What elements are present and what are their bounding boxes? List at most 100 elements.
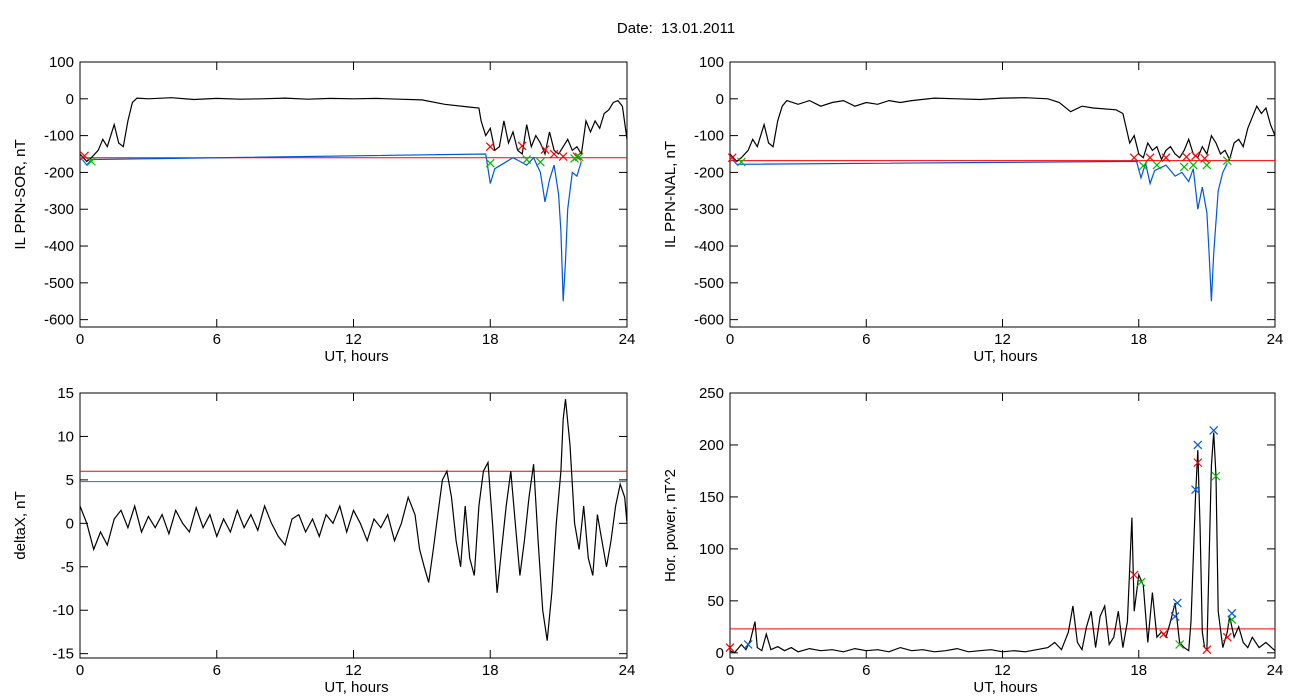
- il-sor-x-tick-label: 6: [213, 331, 221, 348]
- il-sor-marker-red: [558, 152, 568, 162]
- il-nal-x-axis-label: UT, hours: [973, 348, 1037, 365]
- deltax-y-tick-label: -15: [52, 646, 74, 663]
- hor-power-y-tick-label: 250: [699, 385, 724, 402]
- il-sor-marker-green: [86, 156, 96, 166]
- il-nal-series-blue: [731, 159, 1228, 302]
- deltax-x-axis-label: UT, hours: [324, 679, 388, 696]
- hor-power-y-tick-label: 200: [699, 437, 724, 454]
- hor-power-marker-red: [725, 643, 735, 653]
- hor-power-marker-blue: [1209, 425, 1219, 435]
- deltax-y-tick-label: 0: [66, 515, 74, 532]
- il-nal-marker-green: [1138, 161, 1148, 171]
- hor-power-y-tick-label: 0: [716, 645, 724, 662]
- il-nal-marker-red: [1191, 151, 1200, 161]
- hor-power-marker-blue: [743, 640, 753, 649]
- il-nal-x-tick-label: 0: [726, 331, 734, 348]
- il-nal-marker-green: [1152, 160, 1162, 170]
- il-sor-marker-red: [540, 145, 550, 155]
- il-nal-y-axis-label: IL PPN-NAL, nT: [662, 141, 679, 248]
- deltax-x-tick-label: 12: [345, 662, 362, 679]
- deltax-x-tick-label: 6: [213, 662, 221, 679]
- il-sor-y-tick-label: -200: [44, 164, 74, 181]
- il-nal-y-tick-label: -600: [694, 312, 724, 329]
- il-nal-y-tick-label: 0: [716, 91, 724, 108]
- il-nal-y-tick-label: 100: [699, 54, 724, 71]
- hor-power-y-tick-label: 150: [699, 489, 724, 506]
- il-sor-marker-green: [535, 157, 545, 167]
- deltax-y-tick-label: -10: [52, 602, 74, 619]
- il-nal-y-tick-label: -400: [694, 238, 724, 255]
- il-nal-marker-green: [736, 157, 746, 167]
- il-sor-marker-red: [80, 151, 89, 161]
- il-nal-marker-red: [1129, 153, 1139, 163]
- deltax-x-tick-label: 24: [619, 662, 636, 679]
- hor-power-series-black: [729, 432, 1276, 654]
- il-sor-marker-red: [517, 141, 527, 151]
- hor-power-marker-blue: [1193, 440, 1203, 450]
- il-nal-series-black: [729, 97, 1276, 163]
- il-nal-x-tick-label: 24: [1267, 331, 1284, 348]
- il-sor-marker-green: [485, 158, 495, 168]
- hor-power-marker-green: [1175, 640, 1185, 649]
- hor-power-marker-red: [1193, 458, 1203, 468]
- il-nal-marker-red: [727, 153, 737, 163]
- il-sor-y-tick-label: -500: [44, 275, 74, 292]
- hor-power-x-tick-label: 12: [994, 662, 1011, 679]
- il-sor-y-tick-label: -300: [44, 201, 74, 218]
- il-nal-marker-green: [1222, 156, 1232, 166]
- il-sor-y-tick-label: -100: [44, 128, 74, 145]
- il-sor-marker-red: [549, 149, 559, 159]
- deltax-y-tick-label: -5: [61, 559, 74, 576]
- page-title: Date: 13.01.2011: [616, 20, 736, 37]
- il-sor-x-tick-label: 12: [345, 331, 362, 348]
- il-sor-y-tick-label: -400: [44, 238, 74, 255]
- hor-power-marker-green: [1136, 577, 1146, 587]
- il-sor-marker-green: [574, 152, 584, 162]
- hor-power-y-tick-label: 50: [707, 593, 724, 610]
- il-nal-marker-green: [1188, 160, 1198, 170]
- hor-power-marker-green: [1211, 471, 1221, 481]
- il-nal-x-tick-label: 18: [1130, 331, 1147, 348]
- deltax-y-tick-label: 10: [57, 428, 74, 445]
- hor-power-x-tick-label: 0: [726, 662, 734, 679]
- hor-power-marker-blue: [1191, 485, 1200, 495]
- deltax-plot-frame: [79, 392, 628, 659]
- il-sor-marker-red: [485, 142, 495, 152]
- hor-power-marker-red: [1222, 632, 1232, 642]
- il-sor-x-axis-label: UT, hours: [324, 348, 388, 365]
- deltax-y-tick-label: 15: [57, 385, 74, 402]
- il-sor-marker-green: [522, 155, 532, 164]
- il-sor-y-axis-label: IL PPN-SOR, nT: [12, 139, 29, 249]
- il-nal-marker-red: [1161, 153, 1171, 163]
- il-sor-y-tick-label: 100: [49, 54, 74, 71]
- hor-power-marker-blue: [1227, 608, 1237, 618]
- hor-power-marker-red: [1159, 629, 1169, 639]
- il-sor-series-blue: [81, 153, 582, 302]
- hor-power-x-tick-label: 18: [1130, 662, 1147, 679]
- hor-power-plot-frame: [729, 392, 1276, 659]
- il-sor-x-tick-label: 0: [76, 331, 84, 348]
- hor-power-marker-blue: [1170, 612, 1180, 621]
- il-sor-plot-frame: [79, 61, 628, 328]
- il-nal-marker-green: [1202, 160, 1212, 170]
- deltax-series-black: [79, 399, 628, 641]
- hor-power-marker-red: [1129, 570, 1139, 580]
- hor-power-y-axis-label: Hor. power, nT^2: [662, 469, 679, 582]
- il-nal-y-tick-label: -100: [694, 128, 724, 145]
- il-sor-x-tick-label: 24: [619, 331, 636, 348]
- hor-power-marker-green: [1227, 615, 1237, 624]
- il-nal-y-tick-label: -300: [694, 201, 724, 218]
- deltax-x-tick-label: 18: [482, 662, 499, 679]
- il-sor-x-tick-label: 18: [482, 331, 499, 348]
- il-sor-y-tick-label: -600: [44, 312, 74, 329]
- il-nal-x-tick-label: 6: [862, 331, 870, 348]
- il-nal-marker-red: [1200, 154, 1210, 163]
- il-nal-marker-red: [1182, 152, 1191, 162]
- il-nal-y-tick-label: -200: [694, 164, 724, 181]
- il-nal-x-tick-label: 12: [994, 331, 1011, 348]
- hor-power-marker-blue: [1172, 598, 1182, 608]
- il-sor-y-tick-label: 0: [66, 91, 74, 108]
- il-nal-marker-green: [1179, 162, 1189, 172]
- hor-power-marker-red: [1202, 645, 1212, 655]
